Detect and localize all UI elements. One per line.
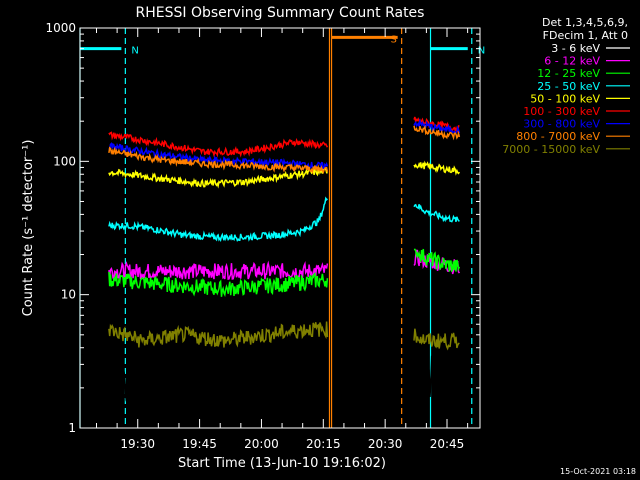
y-tick-label-3: 1000 [45,21,76,35]
series-line-7-segment-0 [108,146,329,175]
legend-header-line-1: Det 1,3,4,5,6,9, [542,16,628,29]
legend-label-0: 3 - 6 keV [551,42,600,55]
series-line-8-segment-1 [413,328,460,351]
plot-frame [79,27,481,429]
series-line-7-segment-1 [413,124,461,141]
y-axis-label: Count Rate (s⁻¹ detector⁻¹) [21,140,36,317]
night-flag-label-1: N [478,46,485,57]
legend-label-4: 50 - 100 keV [530,92,600,105]
legend-label-1: 6 - 12 keV [544,55,600,68]
saa-flag-label-2: S [390,34,396,45]
legend-label-5: 100 - 300 keV [523,105,600,118]
series-line-6-segment-1 [413,118,461,135]
legend-label-8: 7000 - 15000 keV [502,143,600,156]
series-line-0-segment-0 [108,346,329,405]
axis-ticks: 1 10 100 1000 19:30 19:45 20:00 20:15 20:30 20:45 [45,21,480,451]
legend-label-3: 25 - 50 keV [537,80,600,93]
legend-label-7: 800 - 7000 keV [516,130,600,143]
x-axis-label: Start Time (13-Jun-10 19:16:02) [178,456,386,471]
x-tick-label-4: 20:30 [368,437,403,451]
series-line-3-segment-0 [108,196,328,243]
series-line-8-segment-0 [108,321,329,348]
footer-date: 15-Oct-2021 03:18 [560,467,636,476]
chart-marks: N N S [79,28,485,428]
legend-label-2: 12 - 25 keV [537,67,600,80]
legend-label-6: 300 - 800 keV [523,118,600,131]
x-tick-label-0: 19:30 [120,437,155,451]
legend: Det 1,3,4,5,6,9, FDecim 1, Att 0 3 - 6 k… [502,16,630,156]
night-flag-label-0: N [131,46,138,57]
x-tick-label-2: 20:00 [244,437,279,451]
x-tick-label-5: 20:45 [430,437,465,451]
legend-header-line-2: FDecim 1, Att 0 [543,29,628,42]
x-tick-label-3: 20:15 [306,437,341,451]
series-line-0-segment-1 [413,346,461,402]
series-line-3-segment-1 [413,203,460,223]
y-tick-label-1: 10 [61,288,76,302]
chart-title: RHESSI Observing Summary Count Rates [136,5,425,21]
series-line-4-segment-0 [108,166,328,189]
series-line-4-segment-1 [413,160,461,176]
y-tick-label-0: 1 [68,421,76,435]
x-tick-label-1: 19:45 [182,437,217,451]
series-line-5-segment-0 [108,131,329,158]
series-line-1-segment-0 [108,260,329,282]
series-line-2-segment-1 [413,248,461,272]
series-line-2-segment-0 [108,271,329,298]
y-tick-label-2: 100 [53,154,76,168]
